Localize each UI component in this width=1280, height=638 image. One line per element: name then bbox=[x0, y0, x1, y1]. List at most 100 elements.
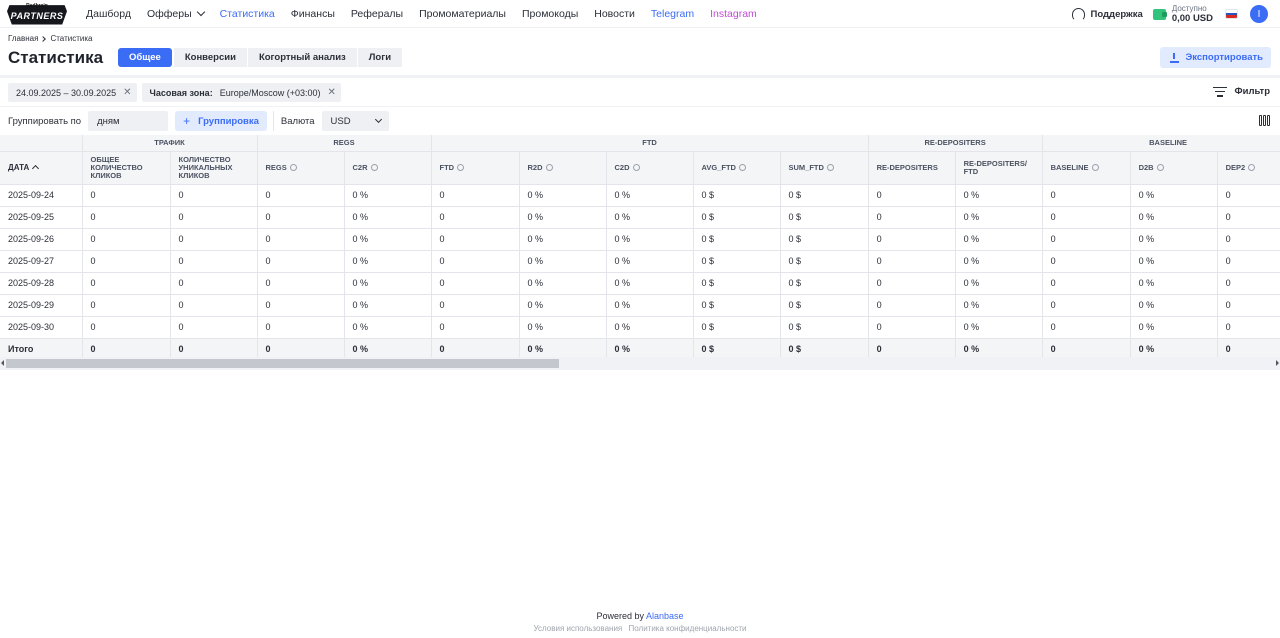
chevron-down-icon bbox=[196, 7, 205, 17]
brand-logo[interactable]: Redbrain PARTNERS bbox=[7, 2, 67, 26]
table-cell: 0 % bbox=[606, 316, 694, 339]
group-by-value: дням bbox=[97, 115, 120, 127]
info-icon[interactable] bbox=[370, 163, 378, 171]
filter-icon bbox=[1212, 86, 1227, 97]
column-header-label: BASELINE bbox=[1050, 162, 1089, 172]
table-cell: 0 % bbox=[519, 250, 607, 273]
tab-logs[interactable]: Логи bbox=[357, 48, 403, 67]
russian-flag-icon[interactable] bbox=[1225, 9, 1238, 19]
column-header-baseline[interactable]: BASELINE bbox=[1042, 151, 1131, 185]
table-cell: 0 % bbox=[344, 228, 432, 251]
column-header-ftd[interactable]: FTD bbox=[431, 151, 520, 185]
info-icon[interactable] bbox=[289, 163, 297, 171]
balance-value: 0,00 USD bbox=[1171, 13, 1213, 24]
balance-widget[interactable]: Доступно 0,00 USD bbox=[1172, 4, 1213, 24]
nav-item-referrals[interactable]: Рефералы bbox=[350, 7, 404, 20]
table-cell: 0 bbox=[1042, 316, 1131, 339]
group-by-select[interactable]: дням bbox=[88, 111, 169, 131]
group-by-label: Группировать по bbox=[8, 115, 82, 127]
table-cell-label: 2025-09-28 bbox=[0, 272, 83, 295]
table-cell: 0 bbox=[82, 338, 171, 357]
column-header-label: AVG_FTD bbox=[701, 162, 736, 172]
table-cell: 0 bbox=[1217, 316, 1280, 339]
table-cell: 0 bbox=[257, 294, 345, 317]
filter-button[interactable]: Фильтр bbox=[1212, 86, 1270, 97]
group-header-row: ТРАФИК REGS FTD RE-DEPOSITERS BASELINE bbox=[0, 135, 1280, 152]
column-header-r2d[interactable]: R2D bbox=[519, 151, 607, 185]
info-icon[interactable] bbox=[738, 163, 746, 171]
info-icon[interactable] bbox=[457, 163, 465, 171]
timezone-chip[interactable]: Часовая зона: Europe/Moscow (+03:00) ✕ bbox=[141, 83, 341, 102]
scroll-left-arrow-icon[interactable] bbox=[1, 360, 4, 366]
table-cell: 0 % bbox=[519, 272, 607, 295]
table-cell-label: 2025-09-29 bbox=[0, 294, 83, 317]
tab-general[interactable]: Общее bbox=[118, 48, 172, 67]
column-header-d2b[interactable]: D2B bbox=[1130, 151, 1218, 185]
column-header-unique-clicks[interactable]: КОЛИЧЕСТВО УНИКАЛЬНЫХ КЛИКОВ bbox=[170, 151, 258, 185]
horizontal-scrollbar[interactable] bbox=[0, 357, 1280, 370]
column-header-label: C2R bbox=[352, 162, 368, 172]
table-cell: 0 % bbox=[519, 316, 607, 339]
table-cell: 0 bbox=[431, 338, 520, 357]
table-cell: 0 bbox=[82, 316, 171, 339]
group-header: BASELINE bbox=[1042, 135, 1280, 152]
currency-select[interactable]: USD bbox=[321, 111, 389, 131]
terms-link[interactable]: Условия использования bbox=[533, 624, 623, 633]
nav-item-finance[interactable]: Финансы bbox=[290, 7, 335, 20]
nav-item-dashboard[interactable]: Дашборд bbox=[86, 7, 131, 20]
table-cell: 0 $ bbox=[693, 316, 781, 339]
nav-item-instagram[interactable]: Instagram bbox=[710, 7, 757, 20]
columns-settings-icon[interactable] bbox=[1258, 115, 1270, 126]
nav-item-offers[interactable]: Офферы bbox=[147, 7, 205, 20]
table-cell: 0 bbox=[257, 272, 345, 295]
column-header-avg-ftd[interactable]: AVG_FTD bbox=[693, 151, 781, 185]
avatar[interactable]: I bbox=[1250, 5, 1268, 23]
info-icon[interactable] bbox=[1091, 163, 1099, 171]
column-header-c2d[interactable]: C2D bbox=[606, 151, 694, 185]
nav-item-promo-materials[interactable]: Промоматериалы bbox=[419, 7, 506, 20]
info-icon[interactable] bbox=[826, 163, 834, 171]
column-header-label: C2D bbox=[614, 162, 630, 172]
privacy-link[interactable]: Политика конфиденциальности bbox=[628, 624, 747, 633]
table-cell: 0 % bbox=[519, 338, 607, 357]
scrollbar-thumb[interactable] bbox=[6, 359, 559, 368]
table-cell: 0 bbox=[431, 272, 520, 295]
alanbase-link[interactable]: Alanbase bbox=[646, 611, 684, 621]
nav-item-statistics[interactable]: Статистика bbox=[219, 7, 275, 20]
info-icon[interactable] bbox=[545, 163, 553, 171]
logo-main-text: PARTNERS bbox=[10, 10, 64, 21]
currency-label: Валюта bbox=[280, 115, 315, 127]
column-header-regs[interactable]: REGS bbox=[257, 151, 345, 185]
column-header-c2r[interactable]: C2R bbox=[344, 151, 432, 185]
column-header-label: DEP2 bbox=[1225, 162, 1246, 172]
scroll-right-arrow-icon[interactable] bbox=[1276, 360, 1279, 366]
info-icon[interactable] bbox=[1156, 163, 1164, 171]
table-cell: 0 $ bbox=[693, 338, 781, 357]
nav-item-news[interactable]: Новости bbox=[594, 7, 635, 20]
add-grouping-button[interactable]: + Группировка bbox=[175, 111, 267, 131]
info-icon[interactable] bbox=[632, 163, 640, 171]
table-cell: 0 $ bbox=[693, 228, 781, 251]
table-cell: 0 % bbox=[606, 294, 694, 317]
column-header-re-depositers[interactable]: RE-DEPOSITERS bbox=[868, 151, 956, 185]
table-cell: 0 bbox=[1042, 250, 1131, 273]
export-button[interactable]: Экспортировать bbox=[1159, 47, 1271, 68]
column-header-re-depositers-ftd[interactable]: RE-DEPOSITERS/ FTD bbox=[955, 151, 1043, 185]
close-icon[interactable]: ✕ bbox=[123, 87, 132, 98]
top-right-area: Поддержка Доступно 0,00 USD I bbox=[1071, 0, 1268, 28]
stats-tabs: Общее Конверсии Когортный анализ Логи bbox=[118, 48, 403, 67]
close-icon[interactable]: ✕ bbox=[327, 87, 336, 98]
info-icon[interactable] bbox=[1248, 163, 1256, 171]
breadcrumb-home[interactable]: Главная bbox=[8, 34, 39, 43]
column-header-dep2[interactable]: DEP2 bbox=[1217, 151, 1280, 185]
nav-item-telegram[interactable]: Telegram bbox=[650, 7, 695, 20]
tab-cohort-analysis[interactable]: Когортный анализ bbox=[247, 48, 357, 67]
column-header-total-clicks[interactable]: ОБЩЕЕ КОЛИЧЕСТВО КЛИКОВ bbox=[82, 151, 171, 185]
table-cell: 0 bbox=[257, 316, 345, 339]
nav-item-promo-codes[interactable]: Промокоды bbox=[521, 7, 579, 20]
column-header-sum-ftd[interactable]: SUM_FTD bbox=[780, 151, 869, 185]
support-link[interactable]: Поддержка bbox=[1071, 7, 1143, 21]
column-header-date[interactable]: ДАТА bbox=[0, 151, 83, 185]
tab-conversions[interactable]: Конверсии bbox=[173, 48, 247, 67]
date-range-chip[interactable]: 24.09.2025 – 30.09.2025 ✕ bbox=[8, 83, 137, 102]
